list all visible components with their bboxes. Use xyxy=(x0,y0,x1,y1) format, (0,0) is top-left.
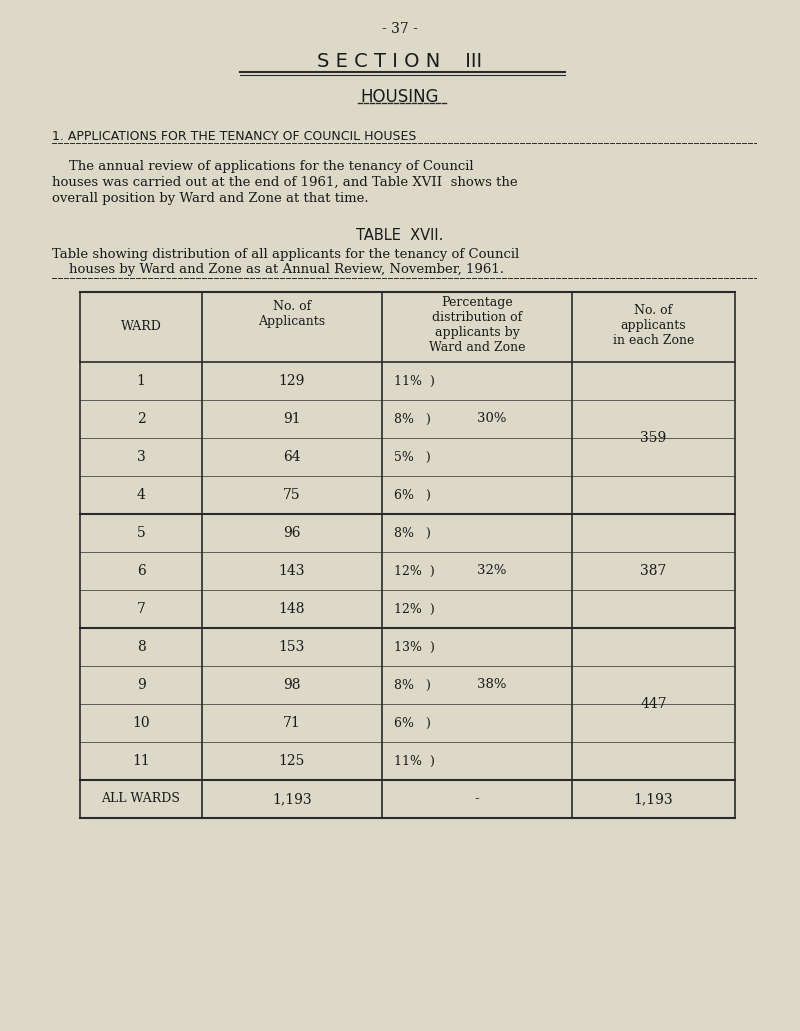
Text: 11%  ): 11% ) xyxy=(394,374,435,388)
Text: 10: 10 xyxy=(132,716,150,730)
Text: Table showing distribution of all applicants for the tenancy of Council: Table showing distribution of all applic… xyxy=(52,248,519,261)
Text: -: - xyxy=(474,792,479,806)
Text: Percentage
distribution of
applicants by
Ward and Zone: Percentage distribution of applicants by… xyxy=(429,296,526,354)
Text: 8%   ): 8% ) xyxy=(394,527,431,539)
Text: 11: 11 xyxy=(132,754,150,768)
Text: 8%   ): 8% ) xyxy=(394,678,431,692)
Text: 359: 359 xyxy=(640,431,666,445)
Text: 38%: 38% xyxy=(478,678,506,692)
Text: 1,193: 1,193 xyxy=(272,792,312,806)
Text: 11%  ): 11% ) xyxy=(394,755,435,767)
Text: - 37 -: - 37 - xyxy=(382,22,418,36)
Text: 12%  ): 12% ) xyxy=(394,565,434,577)
Text: No. of
Applicants: No. of Applicants xyxy=(258,300,326,328)
Text: 91: 91 xyxy=(283,412,301,426)
Text: 30%: 30% xyxy=(478,412,506,426)
Text: 2: 2 xyxy=(137,412,146,426)
Text: 3: 3 xyxy=(137,450,146,464)
Text: 1. APPLICATIONS FOR THE TENANCY OF COUNCIL HOUSES: 1. APPLICATIONS FOR THE TENANCY OF COUNC… xyxy=(52,130,416,143)
Text: 8%   ): 8% ) xyxy=(394,412,431,426)
Text: 6%   ): 6% ) xyxy=(394,489,431,501)
Text: 1,193: 1,193 xyxy=(634,792,674,806)
Text: 64: 64 xyxy=(283,450,301,464)
Text: 8: 8 xyxy=(137,640,146,654)
Text: ALL WARDS: ALL WARDS xyxy=(102,793,181,805)
Text: S E C T I O N    III: S E C T I O N III xyxy=(318,52,482,71)
Text: 125: 125 xyxy=(279,754,305,768)
Text: 98: 98 xyxy=(283,678,301,692)
Text: 143: 143 xyxy=(278,564,306,578)
Text: 32%: 32% xyxy=(478,565,506,577)
Text: 5: 5 xyxy=(137,526,146,540)
Text: 75: 75 xyxy=(283,488,301,502)
Text: WARD: WARD xyxy=(121,321,162,333)
Text: 7: 7 xyxy=(137,602,146,616)
Text: 12%  ): 12% ) xyxy=(394,602,434,616)
Text: houses was carried out at the end of 1961, and Table XVII  shows the: houses was carried out at the end of 196… xyxy=(52,176,518,189)
Text: 129: 129 xyxy=(279,374,305,388)
Text: 96: 96 xyxy=(283,526,301,540)
Text: TABLE  XVII.: TABLE XVII. xyxy=(356,228,444,243)
Text: overall position by Ward and Zone at that time.: overall position by Ward and Zone at tha… xyxy=(52,192,369,205)
Text: 387: 387 xyxy=(640,564,666,578)
Text: 6%   ): 6% ) xyxy=(394,717,431,730)
Text: 5%   ): 5% ) xyxy=(394,451,430,464)
Text: No. of
applicants
in each Zone: No. of applicants in each Zone xyxy=(613,304,694,347)
Text: 9: 9 xyxy=(137,678,146,692)
Text: The annual review of applications for the tenancy of Council: The annual review of applications for th… xyxy=(52,160,474,173)
Text: HOUSING: HOUSING xyxy=(361,88,439,106)
Text: 447: 447 xyxy=(640,697,667,711)
Text: 148: 148 xyxy=(278,602,306,616)
Text: 13%  ): 13% ) xyxy=(394,640,435,654)
Text: 1: 1 xyxy=(137,374,146,388)
Text: houses by Ward and Zone as at Annual Review, November, 1961.: houses by Ward and Zone as at Annual Rev… xyxy=(52,263,504,276)
Text: 71: 71 xyxy=(283,716,301,730)
Text: 4: 4 xyxy=(137,488,146,502)
Text: 6: 6 xyxy=(137,564,146,578)
Text: 153: 153 xyxy=(279,640,305,654)
